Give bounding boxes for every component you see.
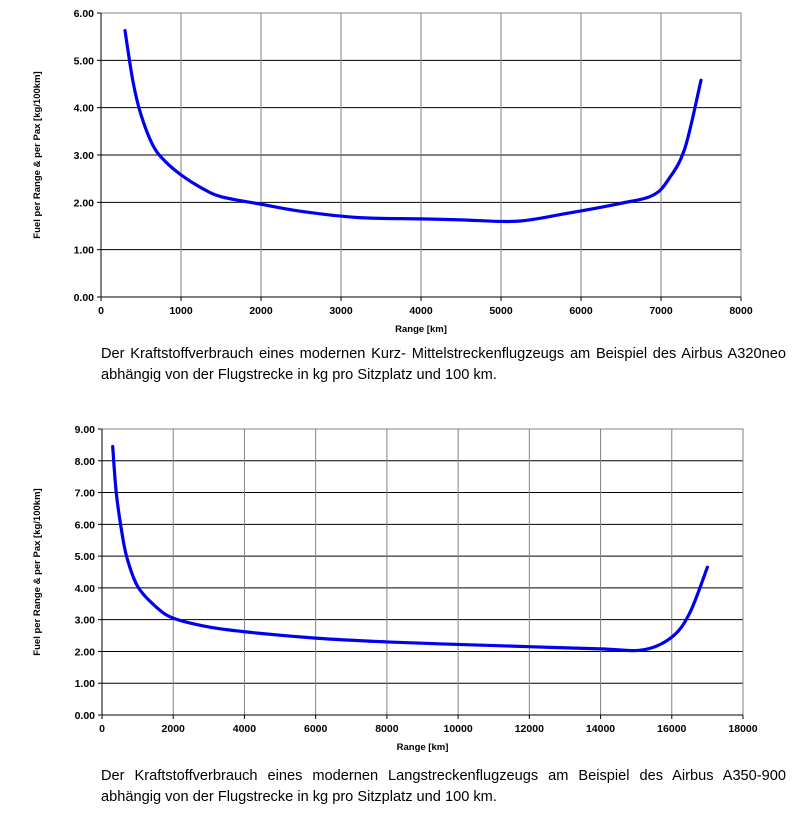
caption-a350-900: Der Kraftstoffverbrauch eines modernen L…	[101, 768, 786, 805]
x-tick-label: 6000	[569, 305, 593, 317]
chart-a350-900: 0.00 1.00 2.00 3.00 4.00 5.00 6.00 7.00 8.00 9.00…	[0, 418, 792, 758]
y-tick-label: 7.00	[75, 488, 96, 500]
y-tick-label: 5.00	[74, 55, 95, 67]
x-axis-label: Range [km]	[395, 324, 447, 335]
gridlines	[97, 12, 742, 301]
x-tick-label: 6000	[304, 723, 328, 735]
x-tick-label: 14000	[586, 723, 615, 735]
x-tick-label: 0	[98, 305, 104, 317]
x-axis-label: Range [km]	[397, 742, 449, 753]
series-line	[111, 444, 709, 653]
y-tick-label: 0.00	[75, 710, 96, 722]
plot-area-frame	[101, 428, 744, 716]
chart-a320neo: 0.00 1.00 2.00 3.00 4.00 5.00 6.00 0 1000 2000 300…	[0, 0, 792, 340]
y-tick-label: 1.00	[75, 678, 96, 690]
x-tick-label: 16000	[657, 723, 686, 735]
x-tick-label: 1000	[169, 305, 193, 317]
y-tick-label: 6.00	[75, 519, 96, 531]
y-axis-label: Fuel per Range & per Pax [kg/100km]	[32, 488, 43, 655]
gridlines	[98, 428, 744, 719]
chart-a320neo-svg: 0.00 1.00 2.00 3.00 4.00 5.00 6.00 0 1000 2000 300…	[32, 8, 753, 335]
x-tick-label: 10000	[444, 723, 473, 735]
y-tick-label: 9.00	[75, 424, 96, 436]
x-tick-label: 5000	[489, 305, 513, 317]
caption-a320neo: Der Kraftstoffverbrauch eines modernen K…	[101, 346, 786, 383]
x-tick-label: 4000	[409, 305, 433, 317]
x-tick-label: 12000	[515, 723, 544, 735]
y-tick-label: 8.00	[75, 456, 96, 468]
y-tick-label: 4.00	[75, 583, 96, 595]
x-tick-label: 18000	[728, 723, 757, 735]
y-tick-label: 6.00	[74, 8, 95, 20]
x-tick-label: 2000	[249, 305, 273, 317]
x-tick-label: 2000	[162, 723, 186, 735]
y-tick-label: 2.00	[75, 646, 96, 658]
x-tick-label: 8000	[729, 305, 753, 317]
chart-a350-900-svg: 0.00 1.00 2.00 3.00 4.00 5.00 6.00 7.00 8.00 9.00…	[32, 424, 758, 753]
y-tick-label: 1.00	[74, 245, 95, 257]
x-tick-label: 0	[99, 723, 105, 735]
y-tick-label: 3.00	[75, 615, 96, 627]
y-tick-label: 2.00	[74, 197, 95, 209]
y-tick-label: 3.00	[74, 150, 95, 162]
series-line	[123, 28, 703, 224]
x-tick-label: 7000	[649, 305, 673, 317]
y-tick-label: 5.00	[75, 551, 96, 563]
x-tick-label: 3000	[329, 305, 353, 317]
y-tick-label: 4.00	[74, 103, 95, 115]
x-tick-label: 8000	[375, 723, 399, 735]
y-tick-label: 0.00	[74, 292, 95, 304]
x-tick-label: 4000	[233, 723, 257, 735]
y-axis-label: Fuel per Range & per Pax [kg/100km]	[32, 71, 43, 238]
